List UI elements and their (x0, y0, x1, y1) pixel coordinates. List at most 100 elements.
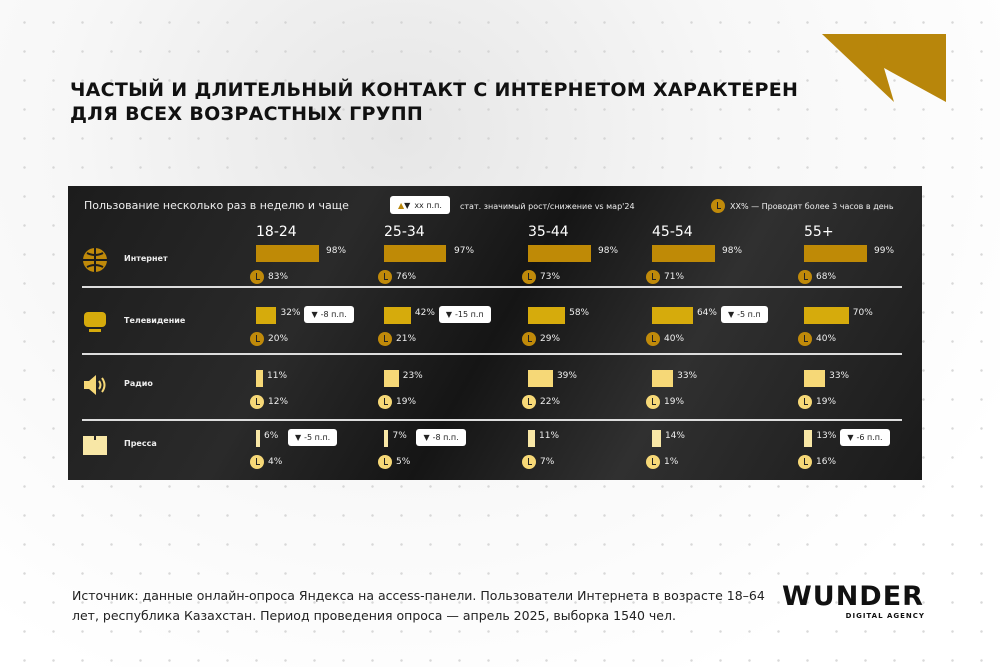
row-label: Радио (124, 379, 153, 388)
clock-icon (646, 332, 660, 346)
change-badge: ▼ -5 п.п. (288, 429, 338, 446)
row-divider (82, 419, 902, 421)
tv-icon (82, 309, 108, 335)
change-value: -5 п.п (737, 310, 761, 319)
legend-change-label: хх п.п. (414, 200, 442, 210)
age-header: 55+ (804, 224, 834, 240)
clock-icon (798, 455, 812, 469)
usage-bar (528, 245, 591, 262)
hours-value: 21% (396, 334, 417, 344)
clock-icon (522, 455, 536, 469)
down-triangle-icon: ▼ (445, 310, 453, 319)
age-header: 35-44 (528, 224, 569, 240)
usage-bar (384, 370, 399, 387)
clock-icon (646, 395, 660, 409)
change-badge: ▼ -6 п.п. (840, 429, 890, 446)
clock-icon (646, 455, 660, 469)
usage-bar (652, 245, 715, 262)
hours-value: 73% (540, 272, 561, 282)
clock-icon (798, 332, 812, 346)
row-divider (82, 353, 902, 355)
clock-icon (711, 199, 725, 213)
usage-bar (384, 430, 389, 447)
change-badge: ▼ -8 п.п. (304, 306, 354, 323)
change-badge: ▼ -8 п.п. (416, 429, 466, 446)
usage-value: 32% (280, 308, 301, 318)
usage-value: 64% (696, 308, 717, 318)
legend-change-text: стат. значимый рост/снижение vs мар'24 (460, 202, 635, 211)
usage-value: 33% (829, 371, 850, 381)
chart-panel: Пользование несколько раз в неделю и чащ… (68, 186, 922, 480)
usage-value: 97% (454, 246, 475, 256)
hours-value: 12% (268, 397, 289, 407)
corner-decoration-icon (822, 34, 946, 102)
row-divider (82, 286, 902, 288)
down-triangle-icon: ▼ (295, 433, 302, 442)
hours-value: 4% (268, 457, 283, 467)
hours-value: 7% (540, 457, 555, 467)
usage-bar (384, 307, 411, 324)
row-label: Телевидение (124, 316, 186, 325)
legend-time-text: XX% — Проводят более 3 часов в день (730, 201, 894, 211)
clock-icon (798, 395, 812, 409)
usage-value: 11% (267, 371, 288, 381)
hours-value: 40% (664, 334, 685, 344)
usage-bar (256, 370, 264, 387)
hours-value: 40% (816, 334, 837, 344)
usage-value: 6% (264, 431, 279, 441)
source-note: Источник: данные онлайн-опроса Яндекса н… (72, 588, 765, 623)
down-triangle-icon: ▼ (727, 310, 735, 319)
hours-value: 19% (664, 397, 685, 407)
usage-bar (804, 430, 813, 447)
usage-bar (528, 370, 553, 387)
usage-bar (804, 307, 849, 324)
usage-bar (652, 430, 661, 447)
usage-value: 58% (569, 308, 590, 318)
clock-icon (522, 395, 536, 409)
usage-bar (804, 370, 826, 387)
clock-icon (522, 270, 536, 284)
up-down-triangles-icon: ▲▼ (398, 200, 411, 210)
down-triangle-icon: ▼ (423, 433, 430, 442)
hours-value: 1% (664, 457, 679, 467)
usage-value: 98% (326, 246, 347, 256)
clock-icon (250, 455, 264, 469)
down-triangle-icon: ▼ (847, 433, 854, 442)
hours-value: 76% (396, 272, 417, 282)
speaker-icon (82, 372, 108, 398)
usage-bar (256, 245, 319, 262)
hours-value: 71% (664, 272, 685, 282)
book-icon (82, 432, 108, 458)
age-header: 25-34 (384, 224, 425, 240)
clock-icon (378, 455, 392, 469)
panel-subtitle: Пользование несколько раз в неделю и чащ… (84, 199, 349, 212)
change-value: -8 п.п. (432, 433, 459, 442)
usage-bar (652, 370, 674, 387)
usage-value: 13% (816, 431, 837, 441)
page-title: ЧАСТЫЙ И ДЛИТЕЛЬНЫЙ КОНТАКТ С ИНТЕРНЕТОМ… (70, 79, 799, 125)
clock-icon (250, 270, 264, 284)
usage-value: 7% (392, 431, 407, 441)
globe-icon (82, 247, 108, 273)
row-label: Интернет (124, 254, 168, 263)
usage-value: 33% (677, 371, 698, 381)
hours-value: 68% (816, 272, 837, 282)
hours-value: 19% (816, 397, 837, 407)
change-value: -5 п.п. (304, 433, 331, 442)
clock-icon (378, 270, 392, 284)
hours-value: 29% (540, 334, 561, 344)
change-value: -6 п.п. (856, 433, 883, 442)
usage-value: 39% (556, 371, 577, 381)
usage-bar (256, 430, 260, 447)
clock-icon (378, 395, 392, 409)
hours-value: 83% (268, 272, 289, 282)
usage-bar (652, 307, 693, 324)
clock-icon (378, 332, 392, 346)
usage-value: 70% (852, 308, 873, 318)
usage-value: 42% (414, 308, 435, 318)
usage-value: 99% (874, 246, 895, 256)
down-triangle-icon: ▼ (311, 310, 318, 319)
usage-bar (384, 245, 447, 262)
usage-value: 23% (402, 371, 423, 381)
change-value: -15 п.п (455, 310, 484, 319)
